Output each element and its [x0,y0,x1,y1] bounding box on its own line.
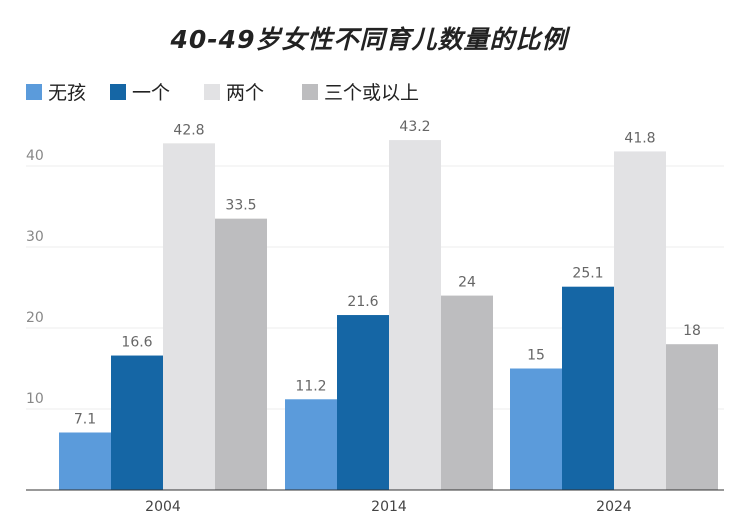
legend-swatch [204,83,220,100]
data-label: 11.2 [295,378,326,394]
bar [510,368,562,490]
x-tick-label: 2004 [145,499,181,515]
data-label: 15 [527,348,545,364]
y-tick-label: 30 [26,229,44,245]
bar [614,151,666,491]
chart-title: 40-49岁女性不同育儿数量的比例 [170,25,568,54]
bar [389,140,441,490]
data-label: 41.8 [624,130,655,146]
data-label: 21.6 [347,294,378,310]
data-label: 24 [458,275,476,291]
data-label: 16.6 [121,335,152,351]
data-label: 7.1 [74,411,96,427]
bar [337,315,389,490]
x-tick-label: 2024 [596,499,632,515]
legend-item-no-child: 无孩 [26,78,86,105]
bar [441,295,493,490]
data-label: 25.1 [572,266,603,282]
bar [163,143,215,490]
y-tick-label: 40 [26,148,44,164]
legend-label: 两个 [226,82,265,104]
x-tick-label: 2014 [371,499,407,515]
legend-label: 无孩 [48,82,87,104]
bar [666,344,718,490]
y-tick-label: 10 [26,391,44,407]
legend-swatch [110,83,126,100]
data-label: 18 [683,323,701,339]
bar [111,355,163,490]
legend-label: 三个或以上 [324,82,420,104]
data-label: 42.8 [173,122,204,138]
legend-swatch [26,83,42,100]
legend-item-two-children: 两个 [204,78,264,105]
bar [59,432,111,490]
legend-item-one-child: 一个 [110,78,170,105]
data-label: 33.5 [225,198,256,214]
legend-swatch [302,83,318,100]
legend-item-three-plus: 三个或以上 [302,78,419,105]
bar [215,218,267,490]
bar [562,286,614,490]
data-label: 43.2 [399,119,430,135]
legend-label: 一个 [132,82,171,104]
y-tick-label: 20 [26,310,44,326]
bar [285,399,337,490]
